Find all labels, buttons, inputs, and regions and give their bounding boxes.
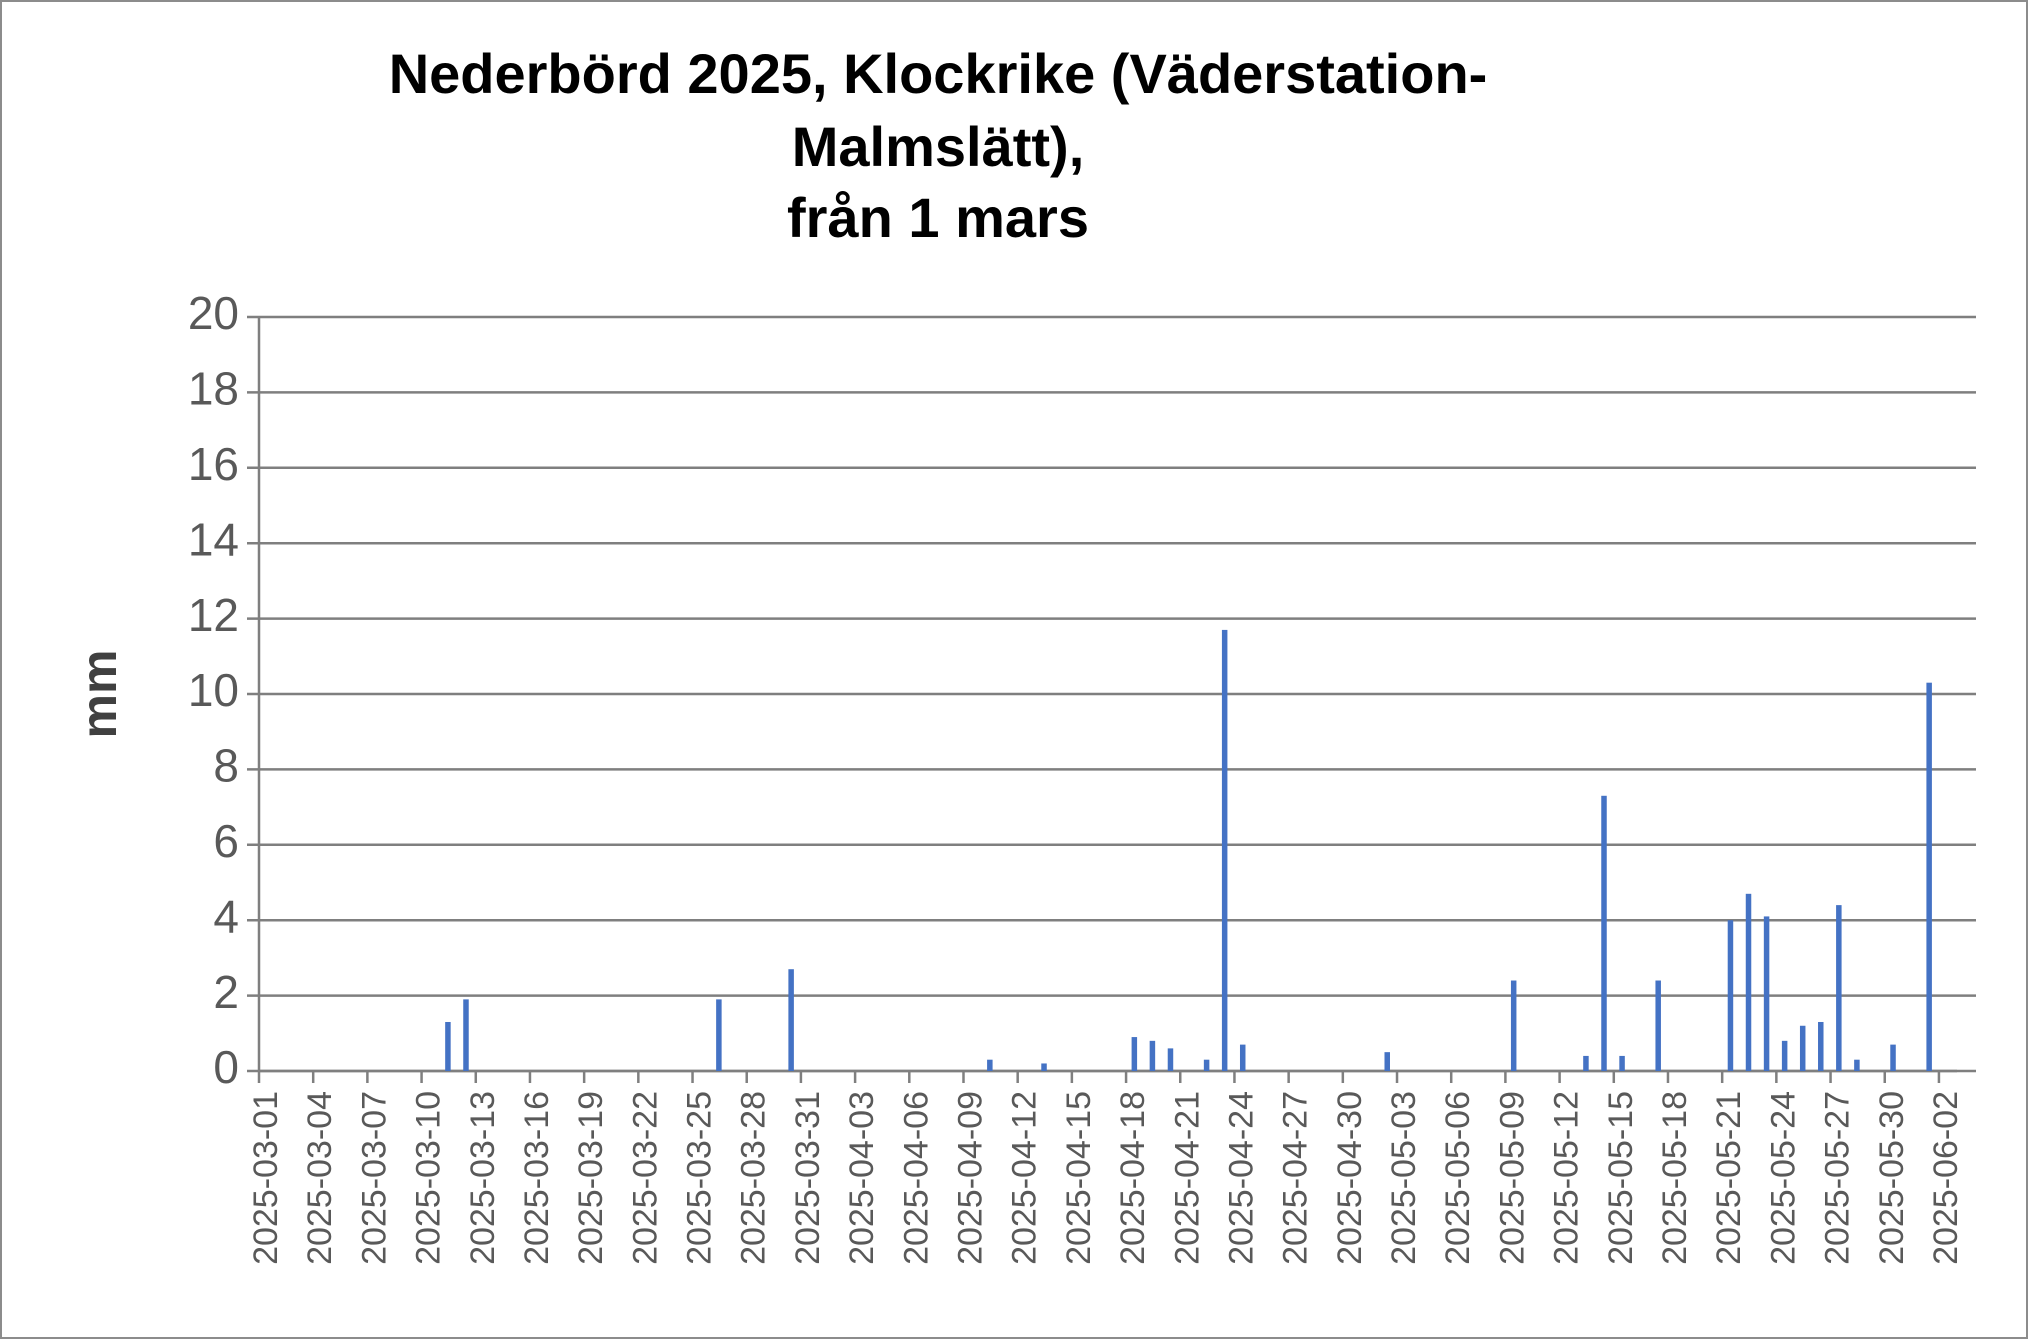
y-tick-label: 6 <box>213 815 239 867</box>
bar <box>1149 1040 1156 1071</box>
x-tick-label: 2025-04-03 <box>843 1091 881 1265</box>
x-tick-label: 2025-05-24 <box>1764 1091 1802 1265</box>
y-tick-label: 2 <box>213 966 239 1018</box>
bar <box>1221 629 1228 1071</box>
x-tick-label: 2025-04-21 <box>1168 1091 1206 1265</box>
bar <box>463 999 469 1071</box>
y-axis-label: mm <box>71 650 127 739</box>
bar <box>1601 795 1607 1071</box>
x-tick-label: 2025-05-09 <box>1493 1091 1531 1265</box>
bar <box>1510 980 1517 1071</box>
x-tick-label: 2025-03-01 <box>247 1091 285 1265</box>
x-tick-label: 2025-03-10 <box>410 1091 448 1265</box>
bar <box>1781 1040 1788 1071</box>
bar <box>1818 1021 1824 1071</box>
x-tick-label: 2025-04-24 <box>1222 1091 1260 1265</box>
y-tick-label: 18 <box>188 363 239 415</box>
y-tick-label: 10 <box>188 664 239 716</box>
x-tick-label: 2025-03-28 <box>735 1091 773 1265</box>
x-tick-label: 2025-05-12 <box>1548 1091 1586 1265</box>
x-tick-label: 2025-05-06 <box>1439 1091 1477 1265</box>
y-tick-label: 4 <box>213 890 239 942</box>
bar <box>1655 980 1661 1071</box>
x-tick-label: 2025-03-04 <box>301 1091 339 1265</box>
y-tick-label: 14 <box>188 513 239 565</box>
x-tick-label: 2025-06-02 <box>1927 1091 1965 1265</box>
bar <box>445 1021 451 1071</box>
y-tick-label: 12 <box>188 589 239 641</box>
bar <box>1854 1059 1860 1071</box>
x-tick-label: 2025-03-19 <box>572 1091 610 1265</box>
chart-title: Malmslätt), <box>792 115 1085 178</box>
bar <box>1799 1025 1806 1071</box>
y-tick-label: 16 <box>188 438 239 490</box>
x-tick-label: 2025-04-09 <box>952 1091 990 1265</box>
x-tick-label: 2025-03-07 <box>355 1091 393 1265</box>
bar <box>1836 905 1842 1071</box>
x-tick-label: 2025-04-30 <box>1331 1091 1369 1265</box>
x-tick-label: 2025-03-31 <box>789 1091 827 1265</box>
bar <box>1131 1037 1138 1071</box>
x-tick-label: 2025-04-27 <box>1277 1091 1315 1265</box>
chart-title: från 1 mars <box>787 186 1089 249</box>
x-tick-label: 2025-03-13 <box>464 1091 502 1265</box>
bar <box>716 999 722 1071</box>
bar <box>1926 682 1932 1071</box>
bar <box>1384 1052 1390 1071</box>
x-tick-label: 2025-04-06 <box>897 1091 935 1265</box>
y-tick-label: 0 <box>213 1041 239 1093</box>
x-tick-label: 2025-05-21 <box>1710 1091 1748 1265</box>
bar <box>1583 1055 1589 1071</box>
x-tick-label: 2025-05-15 <box>1602 1091 1640 1265</box>
x-tick-label: 2025-04-15 <box>1060 1091 1098 1265</box>
y-tick-label: 20 <box>188 287 239 339</box>
chart-title: Nederbörd 2025, Klockrike (Väderstation- <box>389 42 1488 105</box>
x-tick-label: 2025-03-22 <box>626 1091 664 1265</box>
bar <box>788 969 794 1071</box>
bar <box>1239 1044 1246 1071</box>
bar <box>1619 1055 1625 1071</box>
bar <box>1763 916 1770 1071</box>
bar <box>1041 1063 1047 1071</box>
x-tick-label: 2025-05-27 <box>1819 1091 1857 1265</box>
x-tick-label: 2025-05-18 <box>1656 1091 1694 1265</box>
bar <box>1890 1044 1896 1071</box>
x-tick-label: 2025-03-25 <box>681 1091 719 1265</box>
bar <box>1167 1048 1174 1071</box>
bar <box>1727 920 1734 1071</box>
bar <box>987 1059 993 1071</box>
y-tick-label: 8 <box>213 740 239 792</box>
bar <box>1203 1059 1210 1071</box>
x-tick-label: 2025-04-12 <box>1006 1091 1044 1265</box>
x-tick-label: 2025-03-16 <box>518 1091 556 1265</box>
x-tick-label: 2025-05-03 <box>1385 1091 1423 1265</box>
x-tick-label: 2025-05-30 <box>1873 1091 1911 1265</box>
bar <box>1745 893 1752 1071</box>
x-tick-label: 2025-04-18 <box>1114 1091 1152 1265</box>
